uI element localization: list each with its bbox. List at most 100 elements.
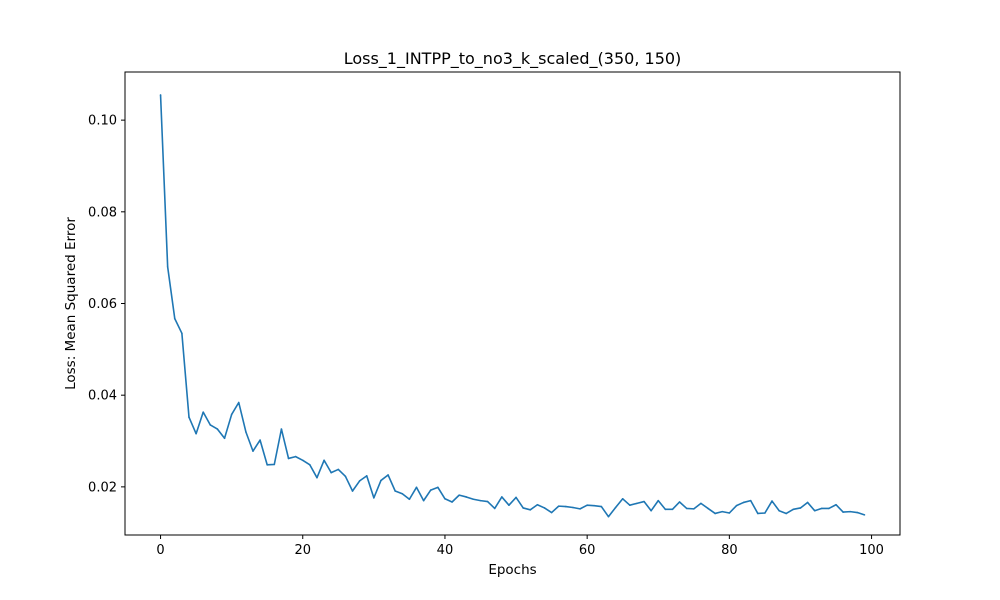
data-point — [664, 508, 667, 511]
data-point — [195, 432, 197, 435]
data-point — [437, 486, 439, 489]
x-axis-label: Epochs — [488, 562, 536, 578]
data-point — [813, 509, 816, 512]
data-point — [351, 490, 354, 492]
plot-area — [159, 94, 866, 518]
data-point — [515, 496, 517, 499]
data-point — [330, 471, 332, 474]
x-tick-label: 60 — [579, 543, 596, 558]
data-point — [828, 507, 830, 510]
data-point — [799, 507, 802, 509]
data-point — [728, 512, 731, 514]
data-point — [380, 479, 382, 482]
data-point — [209, 424, 212, 426]
data-point — [501, 496, 503, 498]
data-point — [572, 506, 574, 509]
data-point — [749, 499, 752, 502]
data-point — [678, 501, 681, 503]
data-point — [309, 464, 311, 466]
data-point — [266, 464, 269, 466]
data-point — [842, 511, 844, 513]
data-point — [643, 500, 645, 503]
data-point — [202, 411, 205, 413]
data-point — [344, 475, 347, 478]
data-point — [792, 508, 795, 511]
data-point — [707, 507, 709, 510]
data-point — [301, 459, 304, 462]
data-point — [486, 500, 489, 503]
data-point — [764, 512, 766, 514]
data-point — [287, 457, 290, 460]
data-point — [230, 413, 233, 416]
data-point — [614, 506, 617, 509]
data-point — [323, 459, 325, 462]
data-point — [657, 499, 660, 502]
data-point — [565, 505, 567, 508]
data-point — [835, 503, 837, 506]
data-point — [493, 507, 496, 510]
data-point — [429, 489, 432, 491]
axis-ticks: 0 20 40 60 80 100 0.02 0.04 0.06 0.08 0.10 — [88, 114, 884, 558]
y-tick-label: 0.10 — [88, 114, 117, 129]
data-point — [671, 508, 674, 511]
data-point — [188, 416, 190, 418]
data-point — [629, 504, 631, 507]
data-point — [586, 504, 588, 507]
data-point — [757, 512, 759, 515]
data-point — [536, 503, 539, 506]
loss-series-line — [159, 94, 865, 518]
x-tick-label: 40 — [437, 543, 454, 558]
y-axis-label: Loss: Mean Squared Error — [63, 217, 79, 390]
data-point — [408, 498, 411, 501]
data-point — [216, 428, 219, 430]
y-tick-label: 0.08 — [88, 205, 117, 220]
data-point — [693, 508, 695, 510]
data-point — [856, 511, 859, 514]
data-point — [479, 499, 482, 502]
data-point — [550, 511, 553, 514]
data-point — [337, 468, 340, 471]
data-point — [607, 515, 610, 518]
data-point — [259, 439, 261, 441]
data-point — [579, 508, 581, 510]
data-point — [252, 450, 254, 452]
data-point — [237, 401, 240, 404]
data-point — [472, 498, 475, 501]
data-point — [394, 490, 396, 492]
data-point — [600, 505, 603, 508]
data-point — [849, 510, 852, 513]
data-point — [273, 463, 276, 466]
data-point — [714, 512, 716, 515]
data-point — [522, 507, 524, 509]
y-tick-label: 0.02 — [88, 480, 117, 495]
data-point — [294, 455, 297, 458]
data-point — [316, 476, 318, 479]
y-tick-label: 0.04 — [88, 389, 117, 404]
data-point — [771, 500, 773, 502]
data-point — [181, 332, 183, 335]
data-point — [735, 504, 738, 507]
data-point — [543, 507, 546, 509]
x-tick-label: 20 — [294, 543, 311, 558]
data-point — [280, 428, 283, 430]
data-point — [415, 486, 418, 489]
data-point — [401, 492, 404, 495]
x-tick-label: 0 — [156, 543, 164, 558]
data-point — [650, 509, 652, 512]
data-point — [785, 512, 788, 515]
data-point — [621, 497, 624, 500]
data-point — [593, 504, 596, 507]
data-point — [636, 502, 638, 505]
data-point — [387, 474, 389, 476]
data-point — [742, 501, 745, 504]
data-point — [721, 510, 724, 513]
data-point — [422, 499, 425, 502]
data-point — [557, 505, 560, 507]
data-point — [863, 514, 866, 516]
data-point — [223, 437, 226, 440]
data-point — [529, 508, 532, 511]
data-point — [508, 504, 510, 507]
data-point — [365, 475, 368, 477]
